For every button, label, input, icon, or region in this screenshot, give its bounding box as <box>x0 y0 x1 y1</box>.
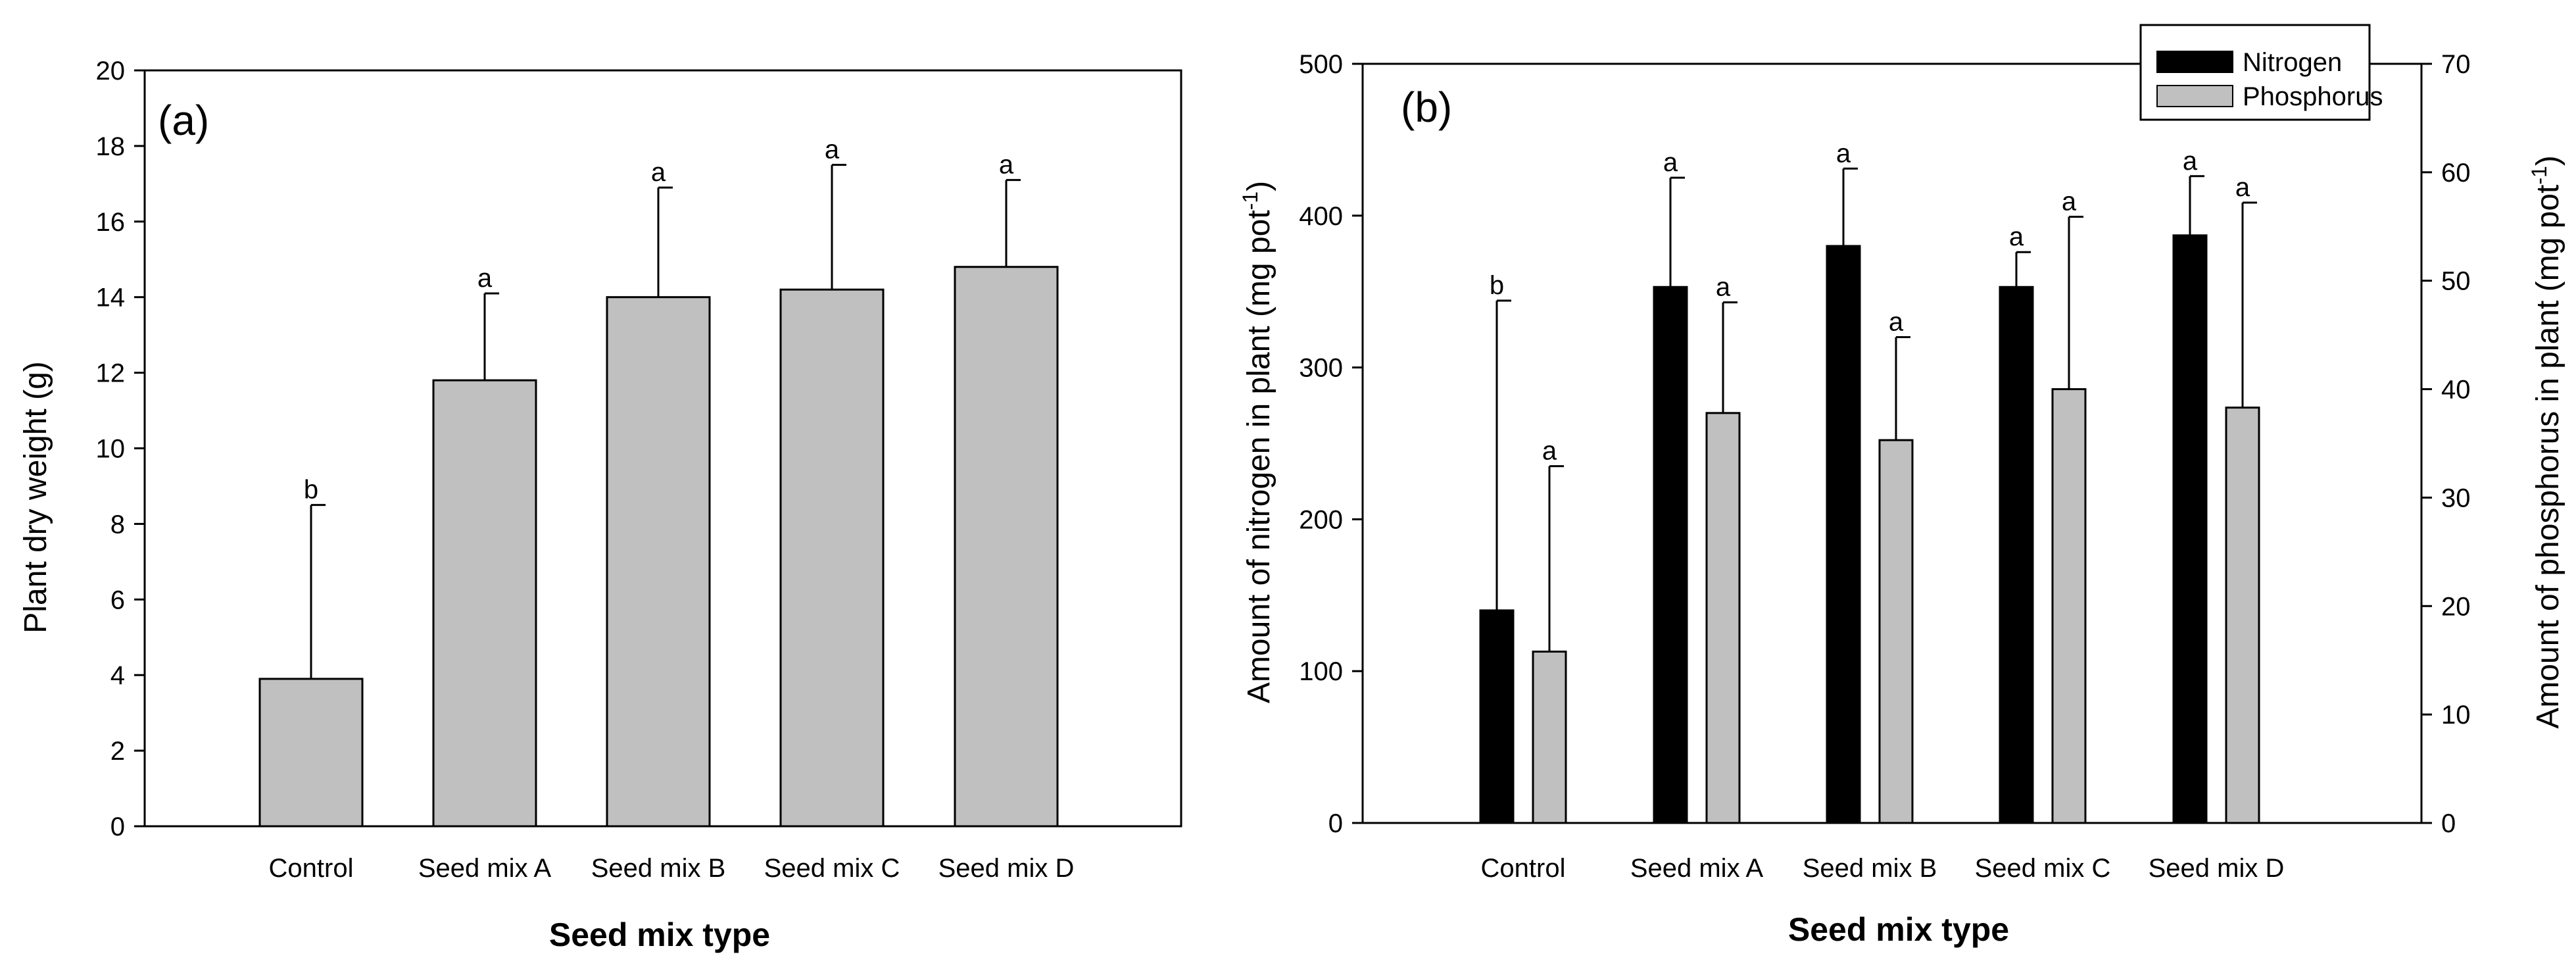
y-tick-label-right-b: 0 <box>2441 809 2456 838</box>
y-tick-label-left-b: 400 <box>1299 202 1343 231</box>
x-tick-label-b: Control <box>1481 854 1566 883</box>
plot-frame-b <box>1361 62 2423 824</box>
y-tick-label-a: 14 <box>96 284 126 312</box>
bar-nitrogen <box>2172 234 2208 824</box>
y-tick-label-right-b: 70 <box>2441 50 2471 79</box>
bar-phosphorus <box>1532 651 1567 824</box>
legend-swatch-phosphorus <box>2156 85 2233 107</box>
bar-nitrogen <box>1826 245 1861 824</box>
significance-letter-nitrogen: a <box>2183 147 2198 176</box>
significance-letter-phosphorus: a <box>1716 273 1731 302</box>
bar-nitrogen <box>1999 286 2034 824</box>
x-tick-label-a: Seed mix C <box>764 854 900 883</box>
y-axis-title-a: Plant dry weight (g) <box>18 361 53 634</box>
bar-a <box>779 288 885 828</box>
bar-nitrogen <box>1653 286 1688 824</box>
bar-a <box>258 678 364 828</box>
significance-letter-nitrogen: a <box>1836 139 1851 168</box>
y-tick-label-right-b: 60 <box>2441 159 2471 187</box>
y-axis-title-left-sup: -1 <box>1238 191 1262 210</box>
x-axis-title-b: Seed mix type <box>1788 911 2009 948</box>
y-tick-label-a: 16 <box>96 208 126 237</box>
bar-phosphorus <box>1705 412 1741 824</box>
significance-letter-a: a <box>999 151 1014 180</box>
y-tick-label-a: 2 <box>110 737 125 766</box>
y-tick-label-right-b: 20 <box>2441 592 2471 621</box>
y-axis-title-left-main: Amount of nitrogen in plant (mg pot <box>1242 210 1276 703</box>
y-axis-title-right-b: Amount of phosphorus in plant (mg pot-1) <box>2527 155 2565 729</box>
panel-label-a: (a) <box>158 97 209 144</box>
y-tick-label-a: 10 <box>96 435 126 464</box>
y-tick-label-left-b: 100 <box>1299 657 1343 686</box>
y-tick-label-right-b: 30 <box>2441 484 2471 512</box>
x-tick-label-a: Seed mix B <box>591 854 726 883</box>
y-tick-label-a: 18 <box>96 132 126 161</box>
legend-label-nitrogen: Nitrogen <box>2243 48 2342 77</box>
bar-nitrogen <box>1479 609 1515 824</box>
significance-letter-nitrogen: a <box>2009 222 2024 251</box>
y-axis-title-left-end: ) <box>1242 181 1276 191</box>
chart-panel-a: (a) Plant dry weight (g) Seed mix type 0… <box>18 57 1182 953</box>
significance-letter-nitrogen: b <box>1490 271 1504 300</box>
significance-letter-phosphorus: a <box>1889 307 1904 336</box>
y-tick-label-right-b: 50 <box>2441 267 2471 296</box>
panel-label-b: (b) <box>1401 84 1452 131</box>
significance-letter-nitrogen: a <box>1663 148 1678 177</box>
chart-panel-b: (b) Amount of nitrogen in plant (mg pot-… <box>1238 24 2565 948</box>
x-tick-label-b: Seed mix C <box>1975 854 2111 883</box>
significance-letter-a: a <box>477 264 493 293</box>
plot-frame-a <box>143 69 1182 828</box>
y-tick-label-left-b: 200 <box>1299 505 1343 534</box>
y-tick-label-right-b: 10 <box>2441 701 2471 730</box>
significance-letter-a: a <box>825 136 840 164</box>
significance-letter-phosphorus: a <box>2235 173 2250 202</box>
bar-phosphorus <box>2051 388 2087 824</box>
y-axis-title-right-main: Amount of phosphorus in plant (mg pot <box>2531 185 2565 729</box>
x-tick-label-b: Seed mix B <box>1803 854 1937 883</box>
x-tick-label-a: Control <box>269 854 354 883</box>
y-tick-label-a: 12 <box>96 359 126 388</box>
y-tick-label-left-b: 500 <box>1299 50 1343 79</box>
x-axis-title-a: Seed mix type <box>549 916 770 953</box>
y-tick-label-a: 0 <box>110 812 125 841</box>
x-tick-label-b: Seed mix A <box>1630 854 1764 883</box>
x-tick-label-a: Seed mix A <box>418 854 552 883</box>
bar-a <box>606 296 711 828</box>
bar-a <box>954 266 1059 828</box>
y-tick-label-left-b: 0 <box>1328 809 1343 838</box>
y-tick-label-a: 8 <box>110 510 125 539</box>
significance-letter-a: a <box>651 158 666 187</box>
x-tick-label-b: Seed mix D <box>2149 854 2285 883</box>
bar-a <box>432 379 537 828</box>
y-tick-label-a: 20 <box>96 57 126 86</box>
y-tick-label-left-b: 300 <box>1299 354 1343 383</box>
significance-letter-phosphorus: a <box>2062 187 2077 216</box>
x-tick-label-a: Seed mix D <box>938 854 1075 883</box>
bar-phosphorus <box>1878 439 1914 824</box>
legend-b: Nitrogen Phosphorus <box>2139 24 2383 121</box>
significance-letter-phosphorus: a <box>1542 437 1557 466</box>
y-tick-label-right-b: 40 <box>2441 376 2471 405</box>
y-axis-title-left-b: Amount of nitrogen in plant (mg pot-1) <box>1238 181 1276 703</box>
bar-phosphorus <box>2225 407 2260 824</box>
y-axis-title-right-sup: -1 <box>2527 166 2551 184</box>
y-tick-label-a: 6 <box>110 585 125 614</box>
y-axis-title-right-end: ) <box>2531 155 2565 166</box>
legend-label-phosphorus: Phosphorus <box>2243 82 2383 111</box>
legend-swatch-nitrogen <box>2156 51 2233 73</box>
y-tick-label-a: 4 <box>110 661 125 690</box>
significance-letter-a: b <box>304 476 318 505</box>
